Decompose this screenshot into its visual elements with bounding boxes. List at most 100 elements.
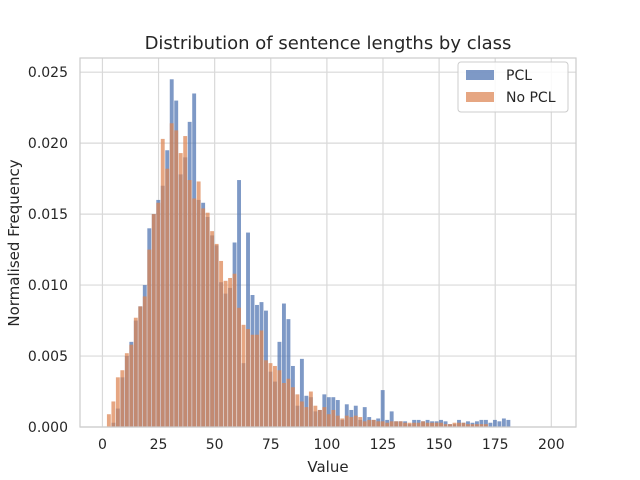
no-pcl-bar [214, 243, 219, 427]
x-tick-label: 25 [150, 437, 168, 453]
no-pcl-bar [201, 208, 206, 427]
no-pcl-bar [394, 421, 399, 427]
no-pcl-bar [147, 249, 152, 427]
no-pcl-bar [169, 123, 174, 428]
no-pcl-bar [349, 417, 354, 427]
pcl-bar [501, 418, 506, 427]
no-pcl-bar [344, 415, 349, 427]
no-pcl-bar [425, 422, 430, 427]
no-pcl-bar [156, 202, 161, 427]
no-pcl-bar [223, 280, 228, 427]
no-pcl-bar [250, 334, 255, 427]
no-pcl-bar [290, 387, 295, 427]
no-pcl-bar [430, 422, 435, 427]
no-pcl-bar [273, 365, 277, 427]
no-pcl-bar [178, 153, 183, 428]
y-tick-labels: 0.000 0.005 0.010 0.015 0.020 0.025 [28, 65, 68, 436]
no-pcl-bar [124, 353, 129, 427]
no-pcl-bar [466, 424, 470, 427]
no-pcl-bar [106, 414, 111, 427]
no-pcl-bar [443, 424, 448, 427]
no-pcl-bar [317, 409, 322, 427]
pcl-bar [281, 303, 286, 427]
x-tick-label: 125 [370, 437, 397, 453]
no-pcl-bar [439, 422, 443, 427]
pcl-bar [389, 411, 394, 427]
no-pcl-bar [407, 422, 412, 427]
x-tick-labels: 0 25 50 75 100 125 150 175 200 [98, 437, 565, 453]
no-pcl-bar [340, 418, 345, 427]
no-pcl-bar [412, 422, 417, 427]
no-pcl-bar [241, 324, 246, 427]
no-pcl-bar [483, 424, 488, 427]
legend-swatch-no-pcl [466, 92, 494, 102]
no-pcl-bar [398, 421, 403, 427]
pcl-bar [237, 180, 241, 427]
x-tick-label: 175 [482, 437, 509, 453]
no-pcl-bar [475, 424, 479, 427]
no-pcl-bar [389, 421, 394, 427]
legend: PCL No PCL [457, 61, 569, 113]
no-pcl-bar [367, 419, 372, 427]
no-pcl-bar [421, 421, 426, 427]
no-pcl-bar [111, 401, 116, 427]
legend-label-no-pcl: No PCL [506, 90, 556, 106]
y-axis-title: Normalised Frequency [5, 159, 23, 326]
y-tick-label: 0.005 [28, 349, 68, 365]
no-pcl-bar [331, 409, 336, 427]
pcl-bar [299, 358, 304, 427]
no-pcl-bar [353, 415, 358, 427]
no-pcl-bar [403, 422, 408, 427]
no-pcl-bar [210, 231, 215, 427]
no-pcl-bar [129, 344, 134, 427]
no-pcl-bar [313, 405, 318, 427]
no-pcl-bar [138, 306, 143, 427]
no-pcl-bar [115, 377, 120, 427]
no-pcl-bar [120, 370, 125, 427]
y-tick-label: 0.020 [28, 136, 68, 152]
series-no-pcl-bars [106, 123, 488, 428]
no-pcl-bar [358, 417, 363, 427]
no-pcl-bar [322, 407, 327, 427]
no-pcl-bar [142, 296, 147, 427]
no-pcl-bar [416, 422, 421, 427]
no-pcl-bar [461, 422, 466, 427]
no-pcl-bar [281, 383, 286, 427]
pcl-bar [479, 419, 484, 427]
no-pcl-bar [228, 277, 233, 427]
no-pcl-bar [385, 422, 390, 427]
no-pcl-bar [174, 130, 179, 427]
y-tick-label: 0.000 [28, 420, 68, 436]
pcl-bar [492, 419, 497, 427]
no-pcl-bar [187, 180, 192, 427]
no-pcl-bar [192, 198, 197, 427]
no-pcl-bar [335, 415, 340, 427]
no-pcl-bar [371, 419, 376, 427]
y-tick-label: 0.025 [28, 65, 68, 81]
no-pcl-bar [268, 363, 273, 427]
pcl-bar [380, 390, 385, 427]
no-pcl-bar [151, 214, 156, 427]
no-pcl-bar [362, 421, 367, 427]
no-pcl-bar [376, 421, 381, 427]
legend-swatch-pcl [466, 70, 494, 80]
pcl-bar [497, 421, 502, 427]
no-pcl-bar [133, 317, 138, 427]
axes-frame [79, 57, 577, 428]
pcl-bar [362, 407, 367, 427]
no-pcl-bar [264, 360, 268, 427]
no-pcl-bar [470, 424, 475, 427]
no-pcl-bar [286, 378, 291, 427]
no-pcl-bar [448, 424, 452, 427]
pcl-bar [326, 397, 331, 427]
no-pcl-bar [232, 273, 237, 427]
x-tick-label: 0 [98, 437, 107, 453]
x-tick-label: 100 [314, 437, 341, 453]
plot-frame [79, 57, 577, 428]
no-pcl-bar [452, 422, 457, 427]
no-pcl-bar [165, 168, 170, 427]
pcl-bar [483, 419, 488, 427]
no-pcl-bar [326, 414, 331, 427]
legend-label-pcl: PCL [506, 68, 532, 84]
